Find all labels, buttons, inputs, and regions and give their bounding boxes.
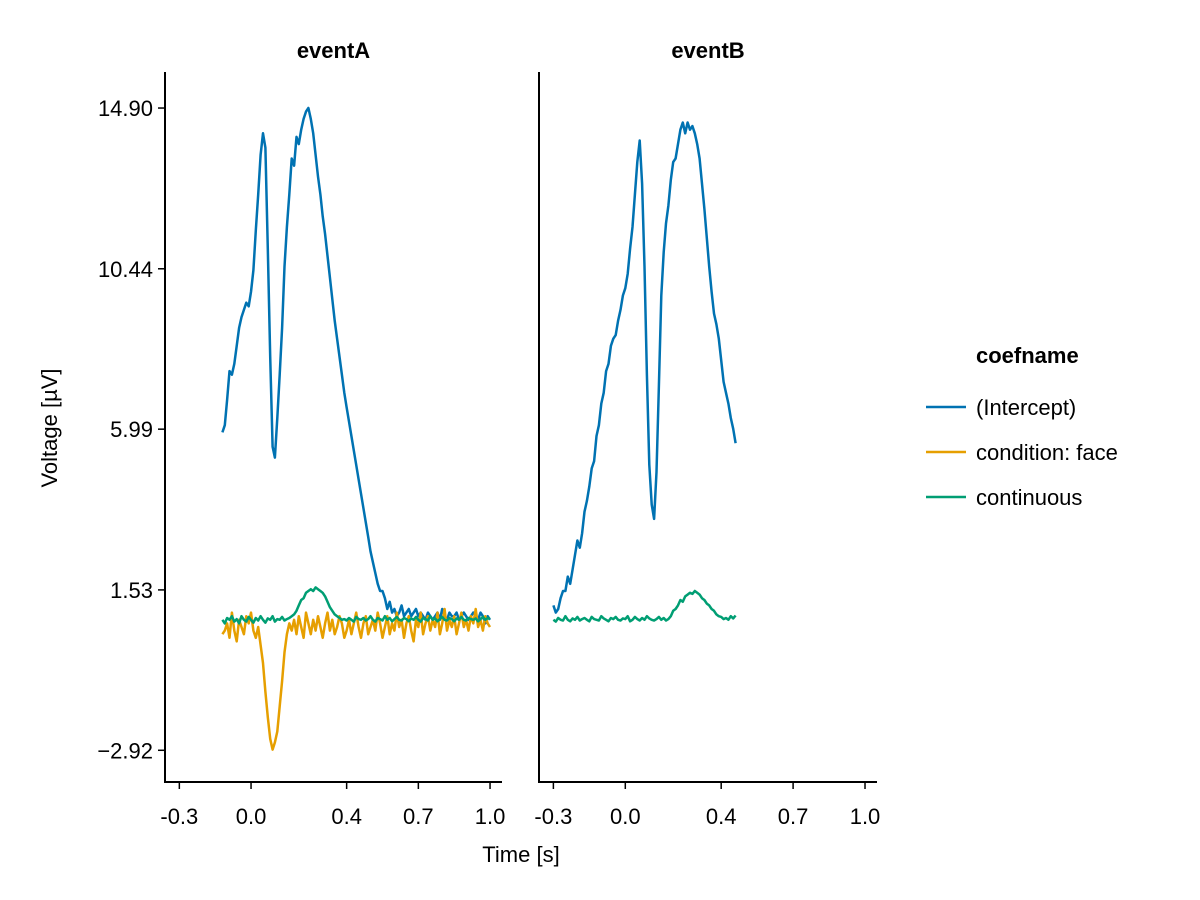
x-tick-label: 0.7 bbox=[778, 804, 809, 829]
panel-eventB: eventB -0.3 0.0 0.4 0.7 1.0 bbox=[534, 38, 880, 829]
x-tick-label: -0.3 bbox=[160, 804, 198, 829]
panel-title: eventA bbox=[297, 38, 370, 63]
series-line-intercept bbox=[552, 121, 737, 614]
plot-panels: eventA -0.3 0.0 0.4 0.7 1.0 −2.92 1.53 5.99 10.44… bbox=[97, 38, 880, 829]
x-tick-label: 0.0 bbox=[610, 804, 641, 829]
series-line-continuous bbox=[221, 586, 491, 625]
x-tick-label: 1.0 bbox=[850, 804, 881, 829]
legend-entry: condition: face bbox=[926, 440, 1118, 465]
legend-title: coefname bbox=[976, 343, 1079, 368]
x-tick-label: 0.7 bbox=[403, 804, 434, 829]
x-tick-label: 0.4 bbox=[331, 804, 362, 829]
x-tick-label: -0.3 bbox=[534, 804, 572, 829]
legend-entry: (Intercept) bbox=[926, 395, 1076, 420]
legend: coefname (Intercept) condition: face conti… bbox=[926, 343, 1118, 510]
panel-title: eventB bbox=[671, 38, 744, 63]
x-tick-label: 0.4 bbox=[706, 804, 737, 829]
y-tick-label: 10.44 bbox=[98, 257, 153, 282]
x-tick-label: 0.0 bbox=[236, 804, 267, 829]
series-line-condition-face bbox=[221, 607, 492, 751]
legend-entry: continuous bbox=[926, 485, 1082, 510]
y-tick-label: −2.92 bbox=[97, 738, 153, 763]
x-tick-label: 1.0 bbox=[475, 804, 506, 829]
y-tick-label: 14.90 bbox=[98, 96, 153, 121]
panel-eventA: eventA -0.3 0.0 0.4 0.7 1.0 −2.92 1.53 5.99 10.44… bbox=[97, 38, 505, 829]
legend-label: condition: face bbox=[976, 440, 1118, 465]
series-line-intercept bbox=[221, 106, 492, 625]
x-axis-label: Time [s] bbox=[482, 842, 559, 867]
legend-label: (Intercept) bbox=[976, 395, 1076, 420]
y-tick-label: 1.53 bbox=[110, 578, 153, 603]
y-axis-label: Voltage [µV] bbox=[37, 368, 62, 487]
series-line-continuous bbox=[552, 589, 737, 623]
legend-label: continuous bbox=[976, 485, 1082, 510]
y-tick-label: 5.99 bbox=[110, 417, 153, 442]
